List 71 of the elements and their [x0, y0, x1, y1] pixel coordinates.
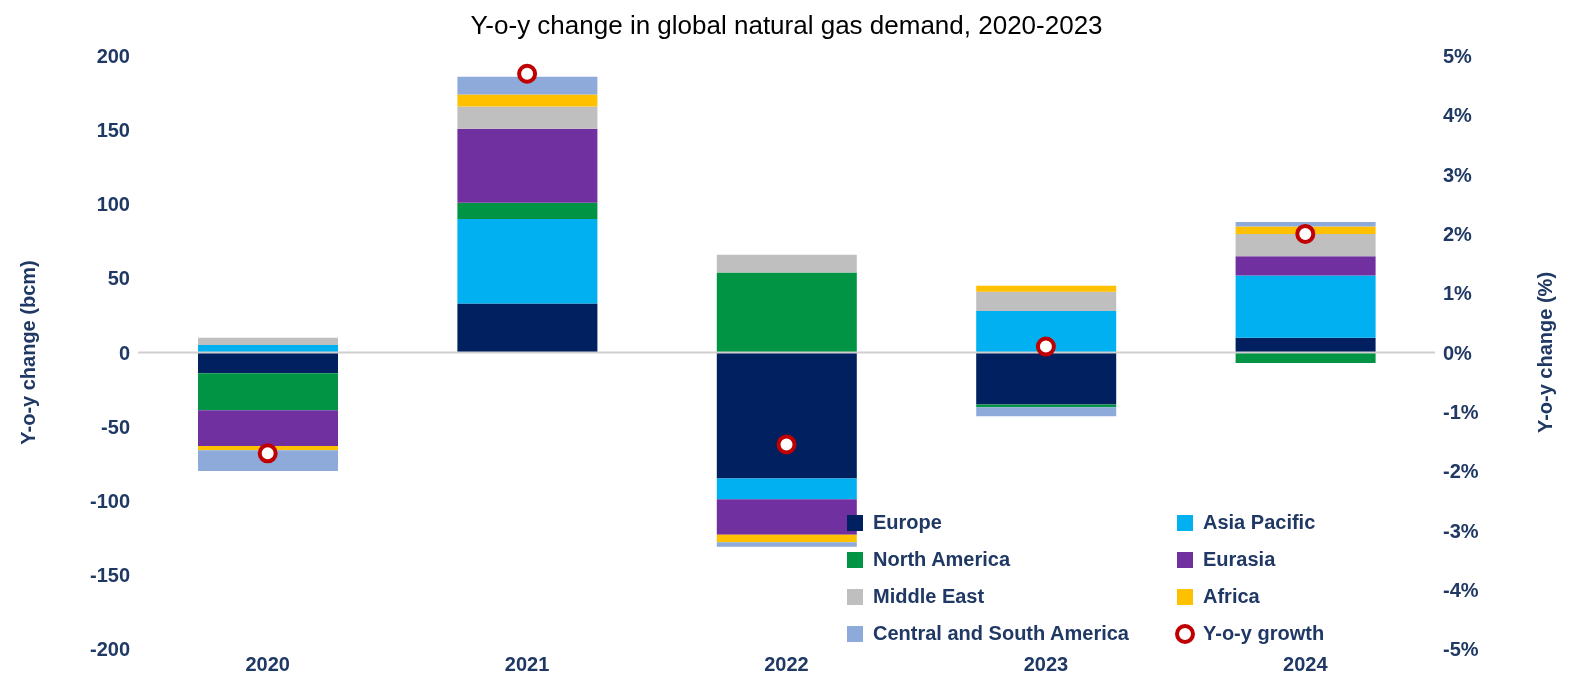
x-tick-label: 2021: [504, 653, 550, 676]
chart-title: Y-o-y change in global natural gas demand, 2020-2023: [470, 10, 1103, 40]
x-tick-label: 2020: [245, 653, 290, 676]
y2-tick-label: 0%: [1443, 341, 1473, 364]
point: [257, 443, 278, 464]
point: [1295, 223, 1316, 244]
legend-label: Central and South America: [873, 622, 1129, 645]
legend-label: Middle East: [873, 585, 985, 608]
y2-tick-label: -5%: [1443, 638, 1479, 661]
y2-tick-label: -4%: [1443, 578, 1479, 601]
y2-tick-label: -3%: [1443, 519, 1479, 542]
bar: [1235, 337, 1376, 353]
bar: [198, 450, 338, 472]
bar: [198, 410, 338, 446]
bar: [976, 285, 1117, 292]
bar: [457, 202, 598, 220]
point: [1035, 336, 1056, 357]
bar: [716, 352, 857, 479]
y-tick-label: -100: [89, 489, 130, 512]
bar: [457, 76, 598, 95]
y-tick-label: -200: [89, 638, 130, 661]
y-tick-label: 50: [107, 267, 130, 290]
bar: [976, 310, 1117, 353]
y2-tick-label: 3%: [1443, 163, 1473, 186]
point: [517, 63, 538, 84]
bar: [716, 272, 857, 353]
bar: [457, 303, 598, 353]
legend-label: North America: [873, 548, 1011, 571]
bar: [976, 407, 1117, 417]
bar: [1235, 275, 1376, 338]
legend-label: Y-o-y growth: [1203, 622, 1325, 645]
y2-tick-label: -2%: [1443, 460, 1479, 483]
bar: [457, 106, 598, 129]
y-tick-label: 200: [96, 45, 130, 68]
bar: [198, 352, 338, 374]
bar: [1235, 233, 1376, 257]
legend-label: Asia Pacific: [1203, 511, 1316, 534]
y-tick-label: 0: [118, 341, 130, 364]
bar: [198, 373, 338, 411]
y-tick-label: -50: [101, 415, 130, 438]
bar: [198, 345, 338, 353]
y-tick-label: 100: [96, 193, 130, 216]
legend-label: Eurasia: [1203, 548, 1276, 571]
bar: [976, 404, 1117, 408]
y2-tick-label: 4%: [1443, 104, 1473, 127]
bar: [457, 128, 598, 203]
y2-axis-title: Y-o-y change (%): [1534, 271, 1557, 434]
y2-tick-label: 1%: [1443, 282, 1473, 305]
bar: [1235, 256, 1376, 276]
bar: [976, 291, 1117, 311]
x-tick-label: 2024: [1283, 653, 1329, 676]
y-tick-label: 150: [96, 119, 130, 142]
y2-tick-label: 5%: [1443, 45, 1473, 68]
y-axis-title: Y-o-y change (bcm): [17, 260, 40, 445]
x-tick-label: 2023: [1023, 653, 1069, 676]
bar: [976, 352, 1117, 405]
bar: [457, 94, 598, 107]
bar: [716, 534, 857, 543]
bar: [198, 337, 338, 346]
y-tick-label: -150: [89, 563, 130, 586]
bar: [716, 542, 857, 547]
point: [776, 434, 797, 455]
y2-tick-label: -1%: [1443, 400, 1479, 423]
bar: [457, 219, 598, 304]
x-tick-label: 2022: [764, 653, 809, 676]
bar: [716, 478, 857, 500]
legend-label: Africa: [1203, 585, 1260, 608]
legend-label: Europe: [873, 511, 942, 534]
y2-tick-label: 2%: [1443, 223, 1473, 245]
bar: [716, 254, 857, 273]
bar: [716, 499, 857, 535]
